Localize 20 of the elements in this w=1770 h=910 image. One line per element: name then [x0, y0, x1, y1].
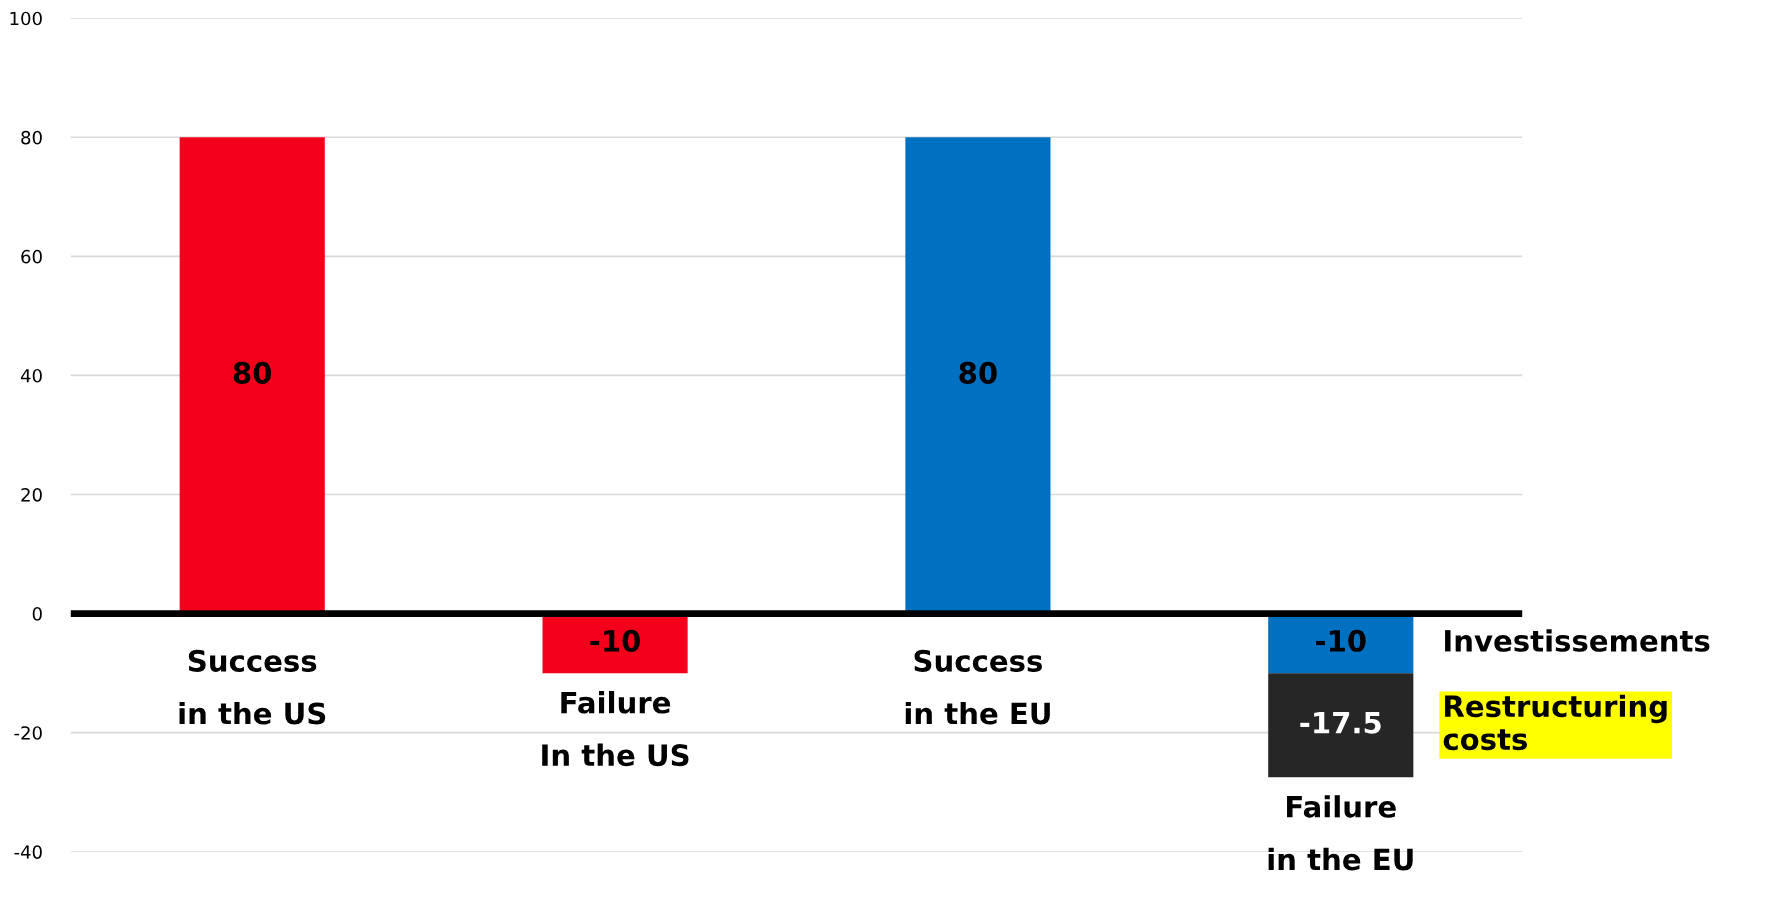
- x-tick-label: Failure in the EU: [1268, 795, 1413, 871]
- y-tick-label: 100: [10, 11, 42, 26]
- x-tick-label: Failure In the US: [542, 691, 689, 767]
- data-label: 80: [959, 361, 997, 384]
- x-tick-label: Success in the EU: [905, 649, 1050, 725]
- data-label: -10: [1316, 629, 1366, 652]
- y-tick-label: 0: [32, 607, 42, 621]
- y-tick-label: 60: [21, 249, 42, 264]
- data-label: -10: [590, 629, 641, 652]
- y-tick-label: 80: [21, 130, 42, 145]
- bar: [1268, 673, 1414, 778]
- y-tick-label: -20: [14, 726, 42, 740]
- y-tick-label: 20: [21, 487, 42, 502]
- series-label: Restructuring costs: [1443, 694, 1667, 751]
- y-tick-label: -40: [14, 845, 42, 859]
- y-tick-label: 40: [20, 368, 42, 383]
- x-tick-label: Success in the US: [179, 649, 326, 725]
- series-label: Investissements: [1445, 629, 1710, 652]
- data-label: -17.5: [1300, 712, 1381, 734]
- data-label: 80: [233, 361, 272, 384]
